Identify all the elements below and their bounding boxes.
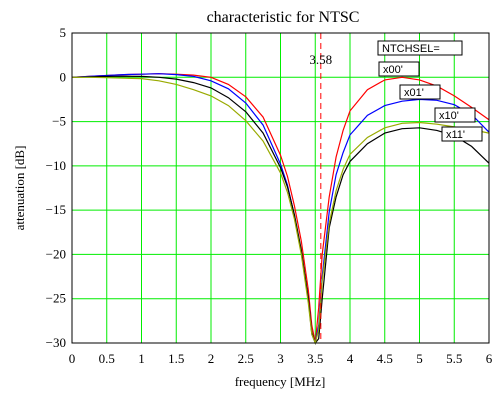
grid-lines xyxy=(71,32,490,344)
y-tick-label: −10 xyxy=(46,158,66,173)
x-tick-label: 1 xyxy=(138,351,145,366)
legend-entry: x00' xyxy=(383,64,403,76)
legend-title-box xyxy=(377,40,463,56)
y-tick-label: 0 xyxy=(60,69,67,84)
y-tick-label: −25 xyxy=(46,291,66,306)
x-tick-label: 4 xyxy=(347,351,354,366)
series-curves xyxy=(71,73,490,346)
legend-entry: x01' xyxy=(404,87,424,99)
chart-title: characteristic for NTSC xyxy=(207,9,360,26)
x-tick-label: 2 xyxy=(208,351,215,366)
x-tick-label: 1.5 xyxy=(168,351,184,366)
legend-entry: x10' xyxy=(439,110,459,122)
x-tick-label: 3 xyxy=(277,351,284,366)
x-tick-label: 5.5 xyxy=(446,351,462,366)
marker-label: 3.58 xyxy=(309,52,332,67)
x-tick-label: 6 xyxy=(486,351,493,366)
y-tick-label: −30 xyxy=(46,335,66,350)
legend-entry-box xyxy=(434,107,476,123)
y-tick-labels: 5 0 −5 −10 −15 −20 −25 −30 xyxy=(46,25,66,350)
y-axis-label: attenuation [dB] xyxy=(12,146,27,231)
y-tick-label: 5 xyxy=(60,25,67,40)
legend-entry-box xyxy=(441,126,483,142)
frequency-marker: 3.58 xyxy=(309,33,332,343)
x-axis-label: frequency [MHz] xyxy=(235,374,326,389)
series-line-x10 xyxy=(71,75,490,345)
plot-frame xyxy=(71,32,490,344)
legend-title: NTCHSEL= xyxy=(382,43,440,55)
x-tick-label: 3.5 xyxy=(307,351,323,366)
x-tick-labels: 0 0.5 1 1.5 2 2.5 3 3.5 4 4.5 5 5.5 6 xyxy=(69,351,493,366)
series-line-x11 xyxy=(72,76,490,345)
legend: NTCHSEL= x00'x01' x10' x11' xyxy=(377,40,483,142)
legend-entry-box xyxy=(399,84,441,100)
x-tick-label: 5 xyxy=(416,351,423,366)
x-tick-label: 4.5 xyxy=(377,351,393,366)
x-tick-label: 0 xyxy=(69,351,76,366)
y-tick-label: −5 xyxy=(52,114,66,129)
legend-entry-box xyxy=(378,61,420,77)
y-tick-label: −20 xyxy=(46,246,66,261)
legend-entry: x11' xyxy=(446,129,465,141)
x-tick-label: 0.5 xyxy=(99,351,115,366)
x-tick-label: 2.5 xyxy=(238,351,254,366)
y-tick-label: −15 xyxy=(46,202,66,217)
